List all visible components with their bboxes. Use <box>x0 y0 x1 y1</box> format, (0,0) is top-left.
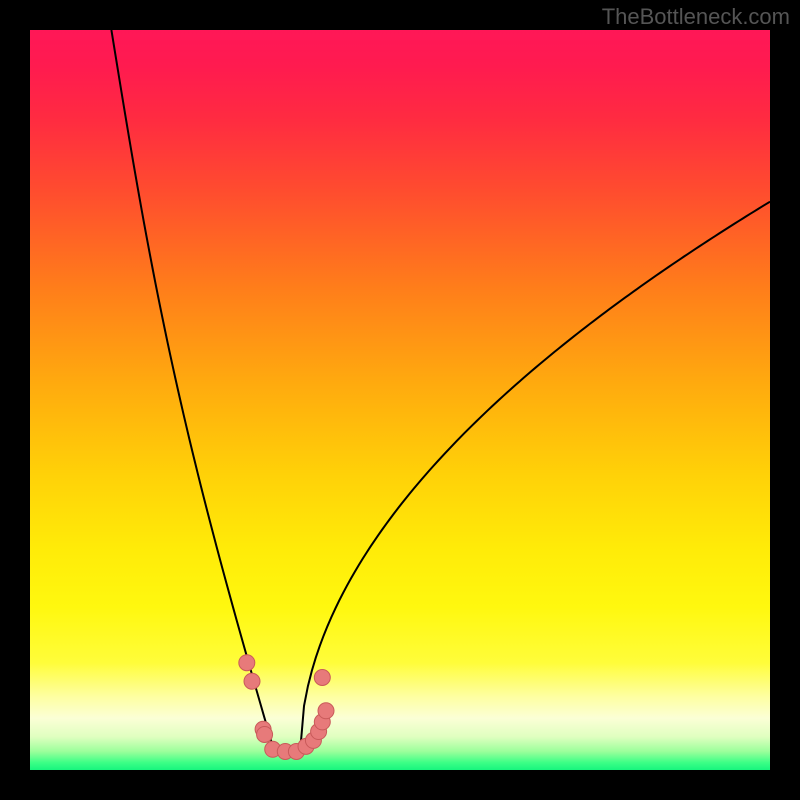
data-marker <box>244 673 260 689</box>
bottleneck-curve-chart <box>30 30 770 770</box>
plot-area <box>30 30 770 770</box>
data-marker <box>318 703 334 719</box>
chart-canvas: TheBottleneck.com <box>0 0 800 800</box>
data-marker <box>314 670 330 686</box>
data-marker <box>239 655 255 671</box>
watermark-text: TheBottleneck.com <box>602 4 790 30</box>
data-marker <box>257 726 273 742</box>
